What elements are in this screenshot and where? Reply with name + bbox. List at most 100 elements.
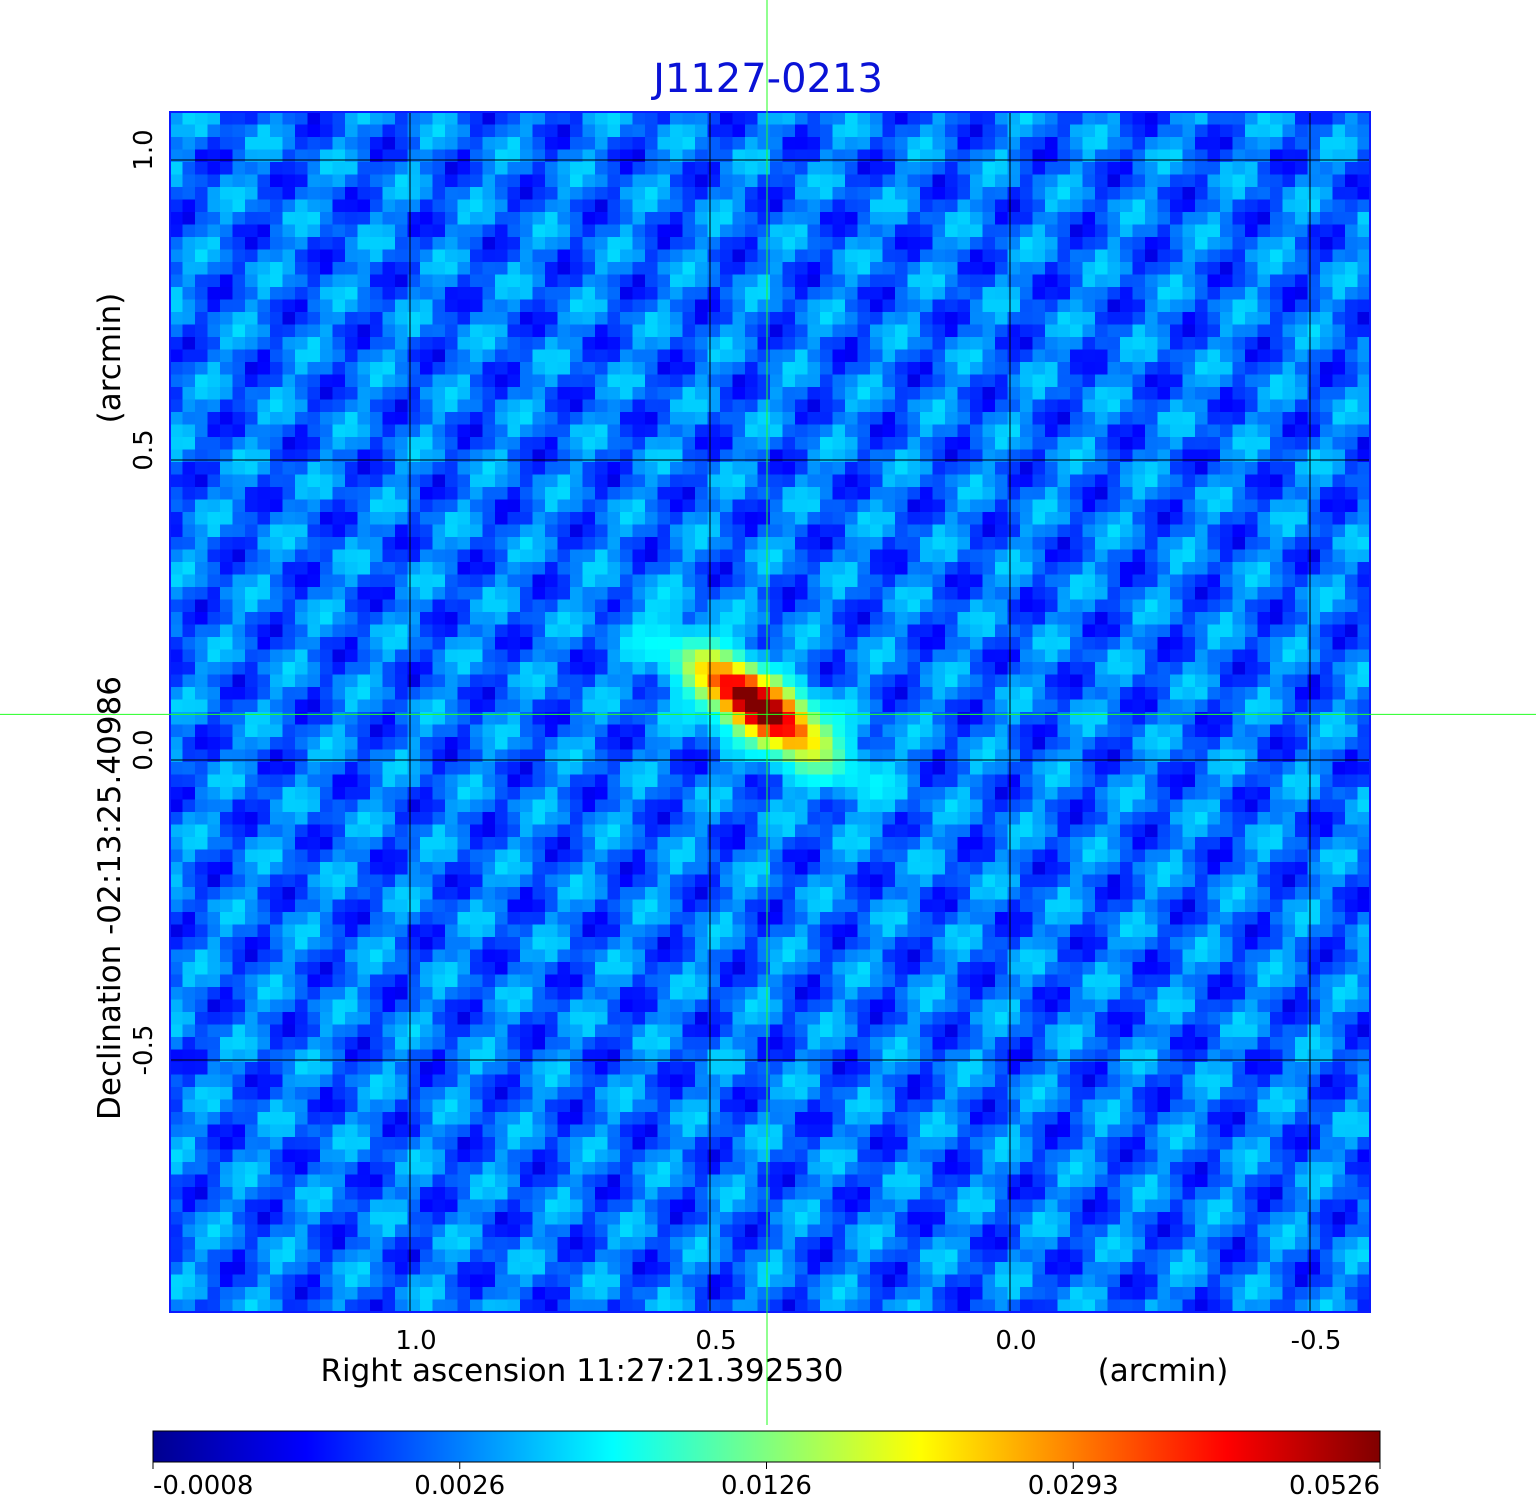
image-pixel (207, 587, 221, 601)
image-pixel (1245, 562, 1259, 576)
image-pixel (257, 649, 271, 663)
image-pixel (495, 212, 509, 226)
image-pixel (545, 674, 559, 688)
image-pixel (532, 724, 546, 738)
image-pixel (995, 449, 1009, 463)
image-pixel (295, 424, 309, 438)
image-pixel (420, 499, 434, 513)
image-pixel (745, 512, 759, 526)
image-pixel (170, 387, 184, 401)
image-pixel (1120, 212, 1134, 226)
image-pixel (195, 724, 209, 738)
image-pixel (495, 587, 509, 601)
image-pixel (1357, 237, 1370, 251)
image-pixel (445, 637, 459, 651)
image-pixel (1257, 499, 1271, 513)
image-pixel (1082, 412, 1096, 426)
image-pixel (820, 537, 834, 551)
image-pixel (745, 424, 759, 438)
image-pixel (1295, 349, 1309, 363)
image-pixel (495, 374, 509, 388)
image-pixel (1082, 474, 1096, 488)
image-pixel (820, 449, 834, 463)
image-pixel (945, 249, 959, 263)
image-pixel (382, 112, 396, 126)
image-pixel (482, 162, 496, 176)
image-pixel (1332, 499, 1346, 513)
image-pixel (757, 674, 771, 688)
image-pixel (1170, 212, 1184, 226)
image-pixel (907, 387, 921, 401)
image-pixel (1170, 737, 1184, 751)
image-pixel (1332, 749, 1346, 763)
image-pixel (920, 462, 934, 476)
image-pixel (1270, 699, 1284, 713)
image-pixel (257, 587, 271, 601)
image-pixel (607, 249, 621, 263)
image-pixel (1270, 174, 1284, 188)
image-pixel (332, 549, 346, 563)
image-pixel (207, 324, 221, 338)
image-pixel (220, 449, 234, 463)
image-pixel (807, 324, 821, 338)
image-pixel (770, 287, 784, 301)
image-pixel (570, 437, 584, 451)
image-pixel (1220, 412, 1234, 426)
image-pixel (1320, 487, 1334, 501)
image-pixel (370, 124, 384, 138)
image-pixel (457, 349, 471, 363)
image-pixel (682, 124, 696, 138)
image-pixel (1057, 199, 1071, 213)
image-pixel (1145, 587, 1159, 601)
image-pixel (870, 224, 884, 238)
image-pixel (470, 537, 484, 551)
image-pixel (482, 237, 496, 251)
image-pixel (770, 699, 784, 713)
image-pixel (645, 112, 659, 126)
image-pixel (345, 212, 359, 226)
image-pixel (432, 299, 446, 313)
image-pixel (370, 412, 384, 426)
image-pixel (670, 599, 684, 613)
image-pixel (1132, 399, 1146, 413)
image-pixel (282, 399, 296, 413)
image-pixel (1020, 499, 1034, 513)
image-pixel (1307, 537, 1321, 551)
image-pixel (970, 474, 984, 488)
image-pixel (245, 499, 259, 513)
image-pixel (757, 349, 771, 363)
image-pixel (1020, 474, 1034, 488)
image-pixel (1357, 274, 1370, 288)
image-pixel (545, 387, 559, 401)
image-pixel (257, 449, 271, 463)
image-pixel (895, 662, 909, 676)
image-pixel (1070, 237, 1084, 251)
image-pixel (357, 724, 371, 738)
image-pixel (1195, 712, 1209, 726)
image-pixel (582, 237, 596, 251)
image-pixel (932, 337, 946, 351)
image-pixel (1207, 674, 1221, 688)
image-pixel (757, 149, 771, 163)
image-pixel (632, 737, 646, 751)
image-pixel (932, 349, 946, 363)
image-pixel (257, 312, 271, 326)
image-pixel (232, 699, 246, 713)
image-pixel (1270, 399, 1284, 413)
image-pixel (345, 237, 359, 251)
image-pixel (357, 387, 371, 401)
image-pixel (307, 449, 321, 463)
image-pixel (795, 749, 809, 763)
image-pixel (857, 749, 871, 763)
image-pixel (1145, 237, 1159, 251)
image-pixel (482, 424, 496, 438)
image-pixel (282, 337, 296, 351)
image-pixel (757, 374, 771, 388)
image-pixel (520, 399, 534, 413)
image-pixel (1257, 287, 1271, 301)
image-pixel (320, 424, 334, 438)
image-pixel (1007, 637, 1021, 651)
image-pixel (1295, 687, 1309, 701)
image-pixel (1032, 574, 1046, 588)
image-pixel (732, 224, 746, 238)
